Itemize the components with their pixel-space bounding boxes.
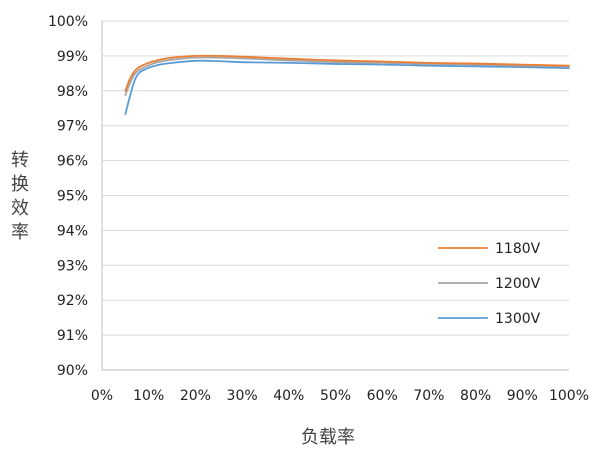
legend: 1180V 1200V 1300V <box>438 241 541 327</box>
y-tick-label: 95% <box>57 189 88 205</box>
legend-label: 1180V <box>495 241 541 257</box>
x-tick-labels: 0% 10% 20% 30% 40% 50% 60% 70% 80% 90% 100% <box>91 388 589 404</box>
x-tick-label: 0% <box>91 388 113 404</box>
y-tick-label: 90% <box>57 363 88 379</box>
legend-label: 1300V <box>495 311 541 327</box>
series-line-1180V <box>124 54 570 92</box>
x-tick-label: 20% <box>180 388 211 404</box>
y-tick-label: 97% <box>57 119 88 135</box>
grid-lines <box>102 20 569 336</box>
x-tick-label: 50% <box>320 388 351 404</box>
x-tick-label: 40% <box>273 388 304 404</box>
y-tick-label: 99% <box>57 49 88 65</box>
x-tick-label: 10% <box>133 388 164 404</box>
x-tick-label: 100% <box>549 388 589 404</box>
series-line-1300V <box>124 59 570 116</box>
x-tick-label: 70% <box>413 388 444 404</box>
y-tick-label: 100% <box>48 14 88 30</box>
axes <box>101 21 569 371</box>
legend-label: 1200V <box>495 276 541 292</box>
y-tick-labels: 90% 91% 92% 93% 94% 95% 96% 97% 98% 99% 100% <box>48 14 88 379</box>
y-tick-label: 93% <box>57 258 88 274</box>
series-lines <box>124 54 570 116</box>
y-axis-title: 转换效率 <box>11 150 29 243</box>
y-tick-label: 96% <box>57 154 88 170</box>
y-tick-label: 91% <box>57 328 88 344</box>
x-tick-label: 90% <box>507 388 538 404</box>
y-tick-label: 98% <box>57 84 88 100</box>
x-tick-label: 60% <box>367 388 398 404</box>
x-tick-label: 80% <box>460 388 491 404</box>
y-tick-label: 94% <box>57 223 88 239</box>
series-line-1200V <box>124 56 570 96</box>
x-tick-label: 30% <box>227 388 258 404</box>
y-tick-label: 92% <box>57 293 88 309</box>
x-axis-title: 负载率 <box>301 427 355 448</box>
